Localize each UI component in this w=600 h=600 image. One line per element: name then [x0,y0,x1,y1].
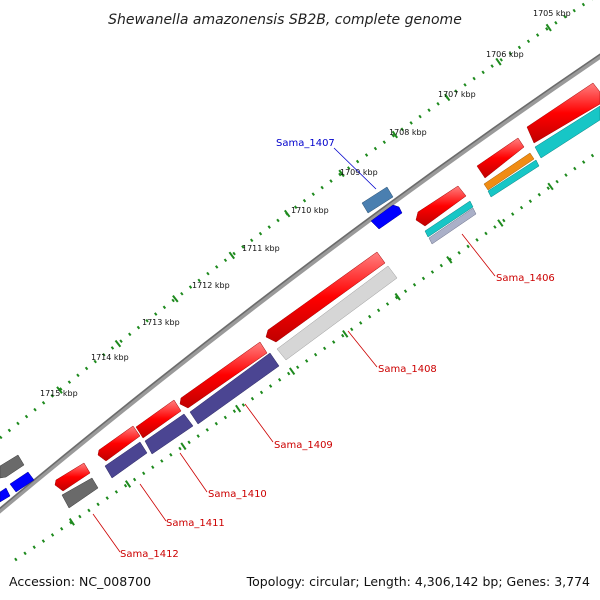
major-tick [124,480,132,488]
scale-label: 1712 kbp [192,281,230,290]
gene-left-blue-1[interactable] [9,471,35,493]
leader-sama-1411 [139,483,167,522]
leader-sama-1408 [347,330,378,368]
gene-sama-1412[interactable] [61,477,99,509]
gene-sama-1406-rna[interactable] [424,200,474,238]
major-tick [545,23,552,32]
gene-sama-1406-gray[interactable] [428,207,477,245]
leader-sama-1407 [333,147,377,190]
gene-label[interactable]: Sama_1412 [120,549,179,560]
scale-label: 1707 kbp [438,90,476,99]
gene-labels: Sama_1407 Sama_1406 Sama_1408 Sama_1409 … [120,138,555,560]
gene-sama-1408[interactable] [276,265,398,361]
scale-label: 1715 kbp [40,389,78,398]
major-tick [283,209,291,218]
leader-sama-1410 [179,452,208,493]
major-tick [342,330,349,338]
gene-sama-1406[interactable] [415,185,467,227]
inner-major-ticks [68,182,554,526]
scale-label: 1705 kbp [533,9,571,18]
forward-features [54,82,600,492]
topology-stats-text: Topology: circular; Length: 4,306,142 bp… [246,574,590,589]
gene-sama-1410[interactable] [144,413,194,455]
major-tick [114,339,122,348]
major-tick [180,442,187,451]
major-tick [391,130,399,139]
gene-orange-feature[interactable] [483,152,535,191]
gene-sama-1406-cds[interactable] [476,137,525,179]
gene-left-blue-2[interactable] [0,487,11,503]
leader-sama-1406 [461,233,496,277]
major-tick [394,292,401,301]
major-tick [446,256,453,264]
major-tick [172,294,179,303]
gene-label[interactable]: Sama_1410 [208,489,267,500]
leader-sama-1412 [92,513,121,553]
scale-label: 1706 kbp [486,50,524,59]
gene-sama-1411[interactable] [104,441,148,479]
scale-label: 1714 kbp [91,353,129,362]
gene-label[interactable]: Sama_1409 [274,440,333,451]
genome-backbone [0,53,600,514]
major-tick [338,169,345,178]
gene-label[interactable]: Sama_1407 [276,138,335,149]
gene-label[interactable]: Sama_1411 [166,518,225,529]
major-tick [444,93,451,102]
major-tick [495,57,502,66]
genome-backbone-edge [0,53,600,510]
gene-sama-1411-cds[interactable] [97,425,141,462]
map-title: Shewanella amazonensis SB2B, complete ge… [108,12,462,28]
gene-sama-1405-rna[interactable] [534,105,600,159]
gene-sama-1407[interactable] [370,204,403,230]
gene-label[interactable]: Sama_1408 [378,364,437,375]
gene-cyan-feature[interactable] [487,159,540,198]
major-tick [547,182,554,191]
major-tick [235,404,242,413]
scale-label: 1710 kbp [291,206,329,215]
gene-sama-1408-cds[interactable] [265,251,386,343]
gene-label[interactable]: Sama_1406 [496,273,555,284]
major-tick [497,219,504,227]
major-tick [288,367,296,375]
outer-major-ticks [56,23,552,394]
scale-label: 1713 kbp [142,318,180,327]
outer-scale-ring [0,0,594,440]
accession-text: Accession: NC_008700 [9,574,151,589]
gene-sama-1409[interactable] [189,352,280,425]
major-tick [228,251,235,260]
label-leaders [92,147,496,553]
leader-sama-1409 [244,403,274,443]
secondary-features [0,105,600,509]
gene-left-gray[interactable] [0,454,25,479]
gene-sama-1409-cds[interactable] [179,341,268,409]
scale-label: 1708 kbp [389,128,427,137]
gene-sama-1412-cds[interactable] [54,462,91,492]
major-tick [56,386,63,394]
gene-sama-1410-cds[interactable] [135,399,182,439]
gene-sama-1405[interactable] [526,82,600,144]
scale-label: 1711 kbp [242,244,280,253]
gene-sama-1407-steel[interactable] [361,186,394,214]
major-tick [68,518,75,526]
